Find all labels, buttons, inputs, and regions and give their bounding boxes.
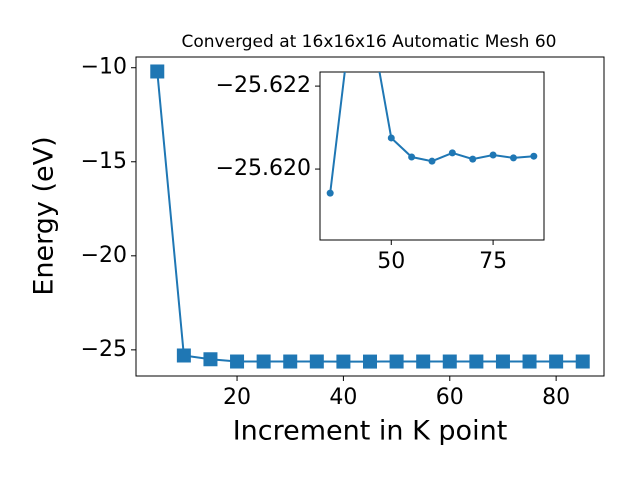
marker [469, 354, 484, 369]
marker [389, 354, 404, 369]
marker [428, 157, 436, 165]
x-tick-label: 40 [329, 385, 357, 410]
marker [522, 354, 537, 369]
chart-title: Converged at 16x16x16 Automatic Mesh 60 [182, 32, 557, 52]
y-tick-label: −25 [81, 337, 127, 362]
marker [495, 354, 510, 369]
marker [326, 189, 334, 197]
marker [230, 354, 245, 369]
y-axis-label: Energy (eV) [29, 136, 60, 295]
plot-area [319, 71, 545, 241]
x-tick-label: 75 [479, 249, 507, 274]
marker [469, 155, 477, 163]
marker [283, 354, 298, 369]
marker [150, 64, 165, 79]
marker [549, 354, 564, 369]
x-tick-label: 20 [223, 385, 251, 410]
marker [309, 354, 324, 369]
marker [363, 354, 377, 369]
marker [416, 354, 431, 369]
series-group [326, 72, 538, 197]
y-tick-label: −25.620 [216, 156, 311, 181]
y-tick-label: −15 [81, 149, 127, 174]
x-tick-label: 60 [436, 385, 464, 410]
x-axis-label: Increment in K point [233, 416, 508, 447]
marker [530, 152, 538, 160]
y-tick-label: −10 [81, 55, 127, 80]
marker [408, 153, 416, 161]
marker [336, 354, 351, 369]
marker [176, 348, 191, 363]
marker [256, 354, 271, 369]
y-tick-label: −25.622 [216, 73, 311, 98]
marker [509, 154, 517, 162]
marker [387, 134, 395, 142]
marker [448, 149, 456, 157]
marker [442, 354, 457, 369]
x-tick-label: 50 [377, 249, 405, 274]
series-group [150, 64, 590, 369]
marker [575, 354, 590, 369]
marker [489, 151, 497, 159]
x-tick-label: 80 [542, 385, 570, 410]
y-tick-label: −20 [81, 243, 127, 268]
marker [203, 352, 218, 367]
